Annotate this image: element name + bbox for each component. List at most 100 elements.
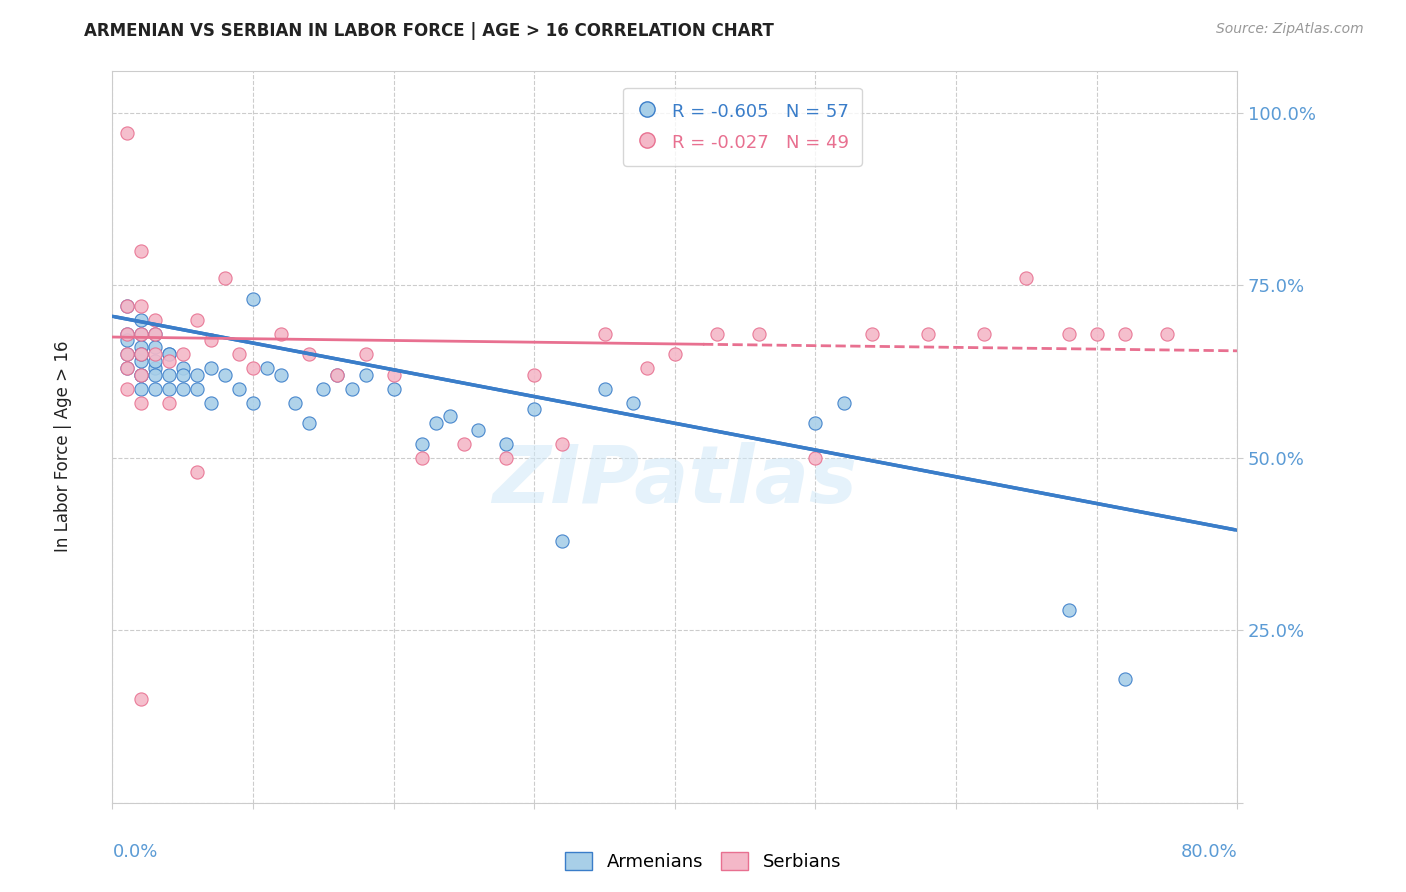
Point xyxy=(157,395,180,409)
Point xyxy=(186,368,208,382)
Point xyxy=(495,450,517,465)
Point xyxy=(129,368,152,382)
Point xyxy=(129,347,152,361)
Point xyxy=(129,347,152,361)
Legend: R = -0.605   N = 57, R = -0.027   N = 49: R = -0.605 N = 57, R = -0.027 N = 49 xyxy=(623,87,862,166)
Point xyxy=(382,368,405,382)
Point xyxy=(172,347,194,361)
Point xyxy=(157,368,180,382)
Text: ZIPatlas: ZIPatlas xyxy=(492,442,858,520)
Point xyxy=(326,368,349,382)
Point xyxy=(312,382,335,396)
Point xyxy=(143,347,166,361)
Point xyxy=(200,361,222,376)
Point xyxy=(186,382,208,396)
Point xyxy=(860,326,883,341)
Point xyxy=(1057,602,1080,616)
Point xyxy=(256,361,278,376)
Point xyxy=(354,347,377,361)
Point xyxy=(143,326,166,341)
Point xyxy=(298,347,321,361)
Point xyxy=(439,409,461,424)
Point xyxy=(129,354,152,368)
Point xyxy=(214,368,236,382)
Point xyxy=(804,417,827,431)
Point xyxy=(593,326,616,341)
Point xyxy=(326,368,349,382)
Point xyxy=(706,326,728,341)
Point xyxy=(129,312,152,326)
Point xyxy=(129,244,152,258)
Point xyxy=(172,361,194,376)
Point xyxy=(115,334,138,348)
Point xyxy=(242,361,264,376)
Point xyxy=(157,382,180,396)
Point xyxy=(115,347,138,361)
Text: In Labor Force | Age > 16: In Labor Force | Age > 16 xyxy=(55,340,72,552)
Point xyxy=(115,299,138,313)
Point xyxy=(1085,326,1108,341)
Point xyxy=(172,382,194,396)
Point xyxy=(621,395,644,409)
Point xyxy=(804,450,827,465)
Point xyxy=(143,340,166,354)
Point xyxy=(200,334,222,348)
Point xyxy=(748,326,770,341)
Point xyxy=(214,271,236,285)
Point xyxy=(973,326,995,341)
Point xyxy=(115,382,138,396)
Point xyxy=(340,382,363,396)
Point xyxy=(354,368,377,382)
Text: 0.0%: 0.0% xyxy=(112,843,157,861)
Point xyxy=(129,368,152,382)
Point xyxy=(523,402,546,417)
Point xyxy=(115,299,138,313)
Point xyxy=(143,361,166,376)
Point xyxy=(157,347,180,361)
Point xyxy=(453,437,475,451)
Point xyxy=(228,347,250,361)
Point xyxy=(129,326,152,341)
Point xyxy=(411,437,433,451)
Point xyxy=(523,368,546,382)
Point xyxy=(129,368,152,382)
Point xyxy=(143,354,166,368)
Point xyxy=(832,395,855,409)
Point xyxy=(143,312,166,326)
Point xyxy=(143,368,166,382)
Point xyxy=(270,368,292,382)
Text: 80.0%: 80.0% xyxy=(1181,843,1237,861)
Point xyxy=(593,382,616,396)
Point xyxy=(186,465,208,479)
Text: Source: ZipAtlas.com: Source: ZipAtlas.com xyxy=(1216,22,1364,37)
Point xyxy=(143,326,166,341)
Point xyxy=(129,347,152,361)
Point xyxy=(917,326,939,341)
Point xyxy=(129,326,152,341)
Legend: Armenians, Serbians: Armenians, Serbians xyxy=(558,845,848,879)
Point xyxy=(382,382,405,396)
Point xyxy=(1057,326,1080,341)
Point xyxy=(551,437,574,451)
Point xyxy=(115,326,138,341)
Point xyxy=(664,347,686,361)
Point xyxy=(115,127,138,141)
Point xyxy=(129,340,152,354)
Point xyxy=(157,347,180,361)
Point xyxy=(284,395,307,409)
Point xyxy=(186,312,208,326)
Point xyxy=(298,417,321,431)
Point xyxy=(467,423,489,437)
Point xyxy=(157,354,180,368)
Point xyxy=(115,347,138,361)
Point xyxy=(1114,672,1136,686)
Point xyxy=(636,361,658,376)
Point xyxy=(228,382,250,396)
Point xyxy=(129,395,152,409)
Point xyxy=(242,395,264,409)
Point xyxy=(411,450,433,465)
Point xyxy=(242,292,264,306)
Point xyxy=(1114,326,1136,341)
Point xyxy=(143,382,166,396)
Point xyxy=(1156,326,1178,341)
